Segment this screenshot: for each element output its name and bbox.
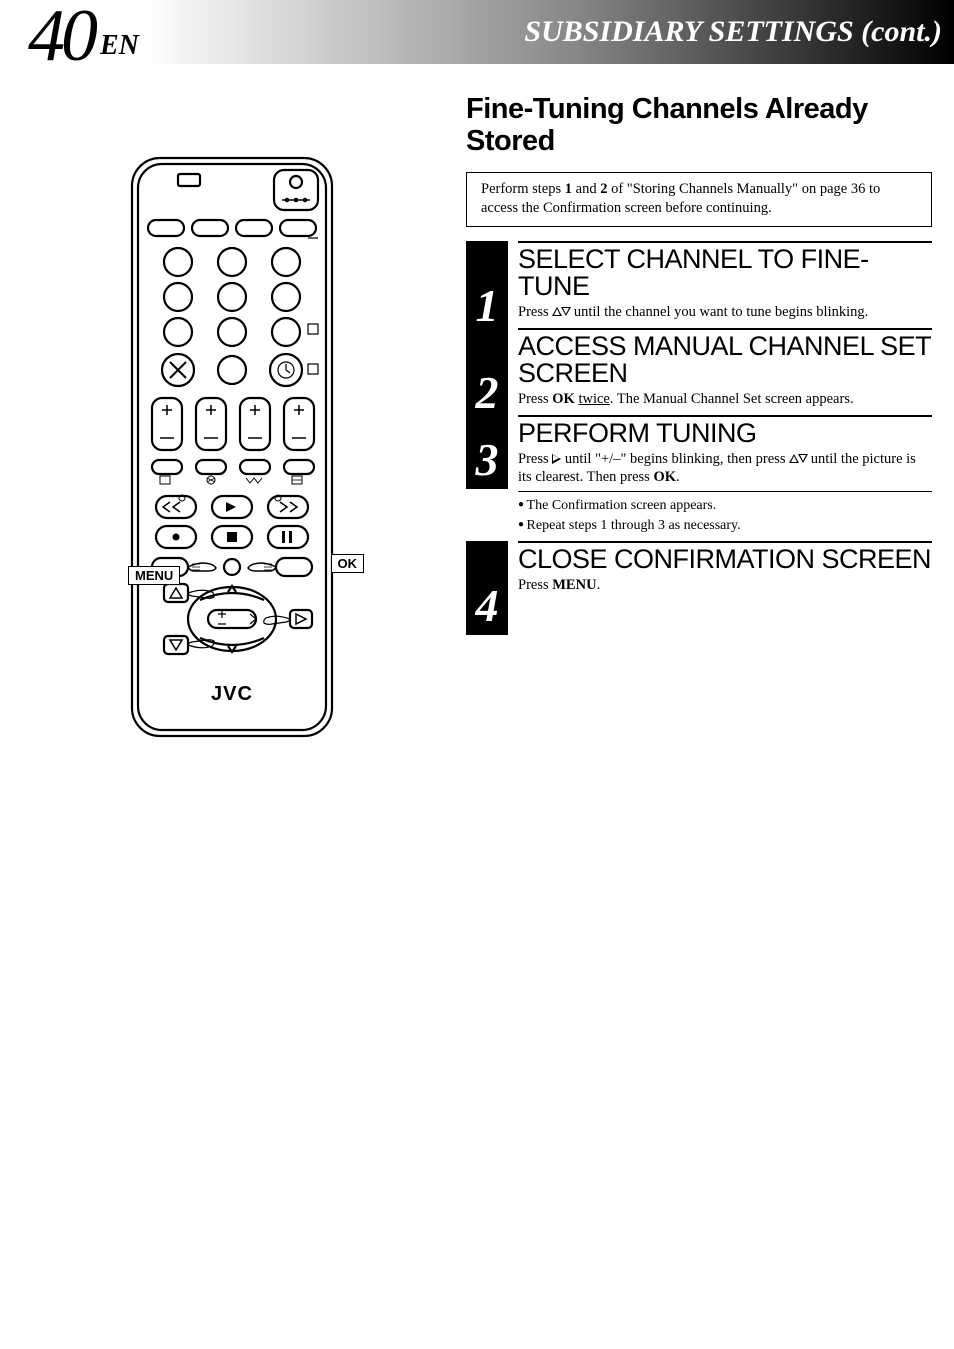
remote-illustration-column: JVC MENU OK [22,94,442,812]
instructions-column: Fine-Tuning Channels Already Stored Perf… [466,94,932,812]
t: . The Manual Channel Set screen appears. [610,391,854,407]
step-rule [518,241,932,243]
step-rule-thin [518,491,932,492]
step-rule [518,541,932,543]
t: Press [518,451,552,467]
remote-label-ok: OK [331,554,365,573]
triangle-down-icon [798,454,807,463]
t: . [676,469,680,485]
intro-text-1: Perform steps [481,181,565,197]
t: Press [518,391,552,407]
intro-text-2: and [572,181,600,197]
step-title-2: ACCESS MANUAL CHANNEL SET SCREEN [518,333,932,387]
bullet-item: The Confirmation screen appears. [518,496,932,516]
t: twice [578,391,609,407]
step-rule [518,328,932,330]
t: until "+/–" begins blinking, then press [561,451,789,467]
remote-illustration: JVC MENU OK [22,152,442,812]
step-title-1: SELECT CHANNEL TO FINE-TUNE [518,246,932,300]
step-3: 3 PERFORM TUNING Press until "+/–" begin… [466,415,932,536]
step-number-1: 1 [466,241,508,335]
intro-box: Perform steps 1 and 2 of "Storing Channe… [466,172,932,227]
t: as necessary. [665,518,741,533]
step-text-1: Press until the channel you want to tune… [518,303,932,322]
remote-svg: JVC [122,152,342,742]
steps-list: 1 SELECT CHANNEL TO FINE-TUNE Press unti… [466,241,932,595]
step-text-3: Press until "+/–" begins blinking, then … [518,450,932,488]
page-header: 40 EN SUBSIDIARY SETTINGS (cont.) [0,0,954,64]
step-number-4: 4 [466,541,508,635]
t: Press [518,304,552,320]
step-3-bullets: The Confirmation screen appears. Repeat … [518,496,932,535]
remote-brand: JVC [211,683,253,705]
triangle-down-icon [561,307,570,316]
step-4: 4 CLOSE CONFIRMATION SCREEN Press MENU. [466,541,932,595]
remote-label-menu: MENU [128,566,180,585]
step-title-4: CLOSE CONFIRMATION SCREEN [518,546,932,573]
t: Repeat steps [527,518,601,533]
step-title-3: PERFORM TUNING [518,420,932,447]
step-number-3: 3 [466,415,508,489]
content-area: JVC MENU OK Fine-Tuning Channels Already… [0,64,954,812]
section-title: SUBSIDIARY SETTINGS (cont.) [139,15,942,49]
bullet-item: Repeat steps 1 through 3 as necessary. [518,516,932,536]
t: Press [518,577,552,593]
step-number-2: 2 [466,328,508,422]
triangle-up-icon [552,307,561,316]
step-text-2: Press OK twice. The Manual Channel Set s… [518,390,932,409]
step-1: 1 SELECT CHANNEL TO FINE-TUNE Press unti… [466,241,932,322]
triangle-right-icon [552,454,561,463]
language-code: EN [100,30,139,62]
step-2: 2 ACCESS MANUAL CHANNEL SET SCREEN Press… [466,328,932,409]
t: OK [653,469,676,485]
t: 3 [658,518,665,533]
t: . [597,577,601,593]
t: MENU [552,577,596,593]
triangle-up-icon [789,454,798,463]
main-heading: Fine-Tuning Channels Already Stored [466,94,932,158]
intro-bold-1: 1 [565,181,572,197]
t: until the channel you want to tune begin… [570,304,868,320]
t: through [607,518,658,533]
step-rule [518,415,932,417]
t: OK [552,391,575,407]
step-text-4: Press MENU. [518,576,932,595]
page-number: 40 [28,0,94,73]
